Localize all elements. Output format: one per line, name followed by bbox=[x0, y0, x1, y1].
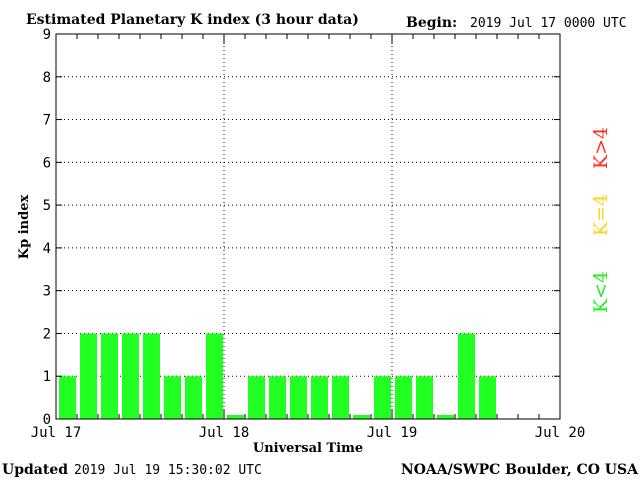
kp-bar bbox=[311, 376, 328, 419]
legend-k-above-4: K>4 bbox=[590, 127, 612, 169]
kp-bar bbox=[437, 415, 454, 419]
x-tick-label: Jul 17 bbox=[31, 425, 82, 441]
begin-label: Begin: bbox=[406, 15, 457, 31]
y-tick-label: 3 bbox=[43, 284, 51, 300]
kp-bar bbox=[206, 333, 223, 419]
kp-bar bbox=[80, 333, 97, 419]
kp-bar bbox=[164, 376, 181, 419]
kp-bar bbox=[374, 376, 391, 419]
x-tick-label: Jul 18 bbox=[199, 425, 250, 441]
chart-title: Estimated Planetary K index (3 hour data… bbox=[26, 12, 359, 28]
kp-bar bbox=[353, 415, 370, 419]
bars-group bbox=[59, 333, 496, 419]
y-tick-label: 1 bbox=[43, 369, 51, 385]
y-tick-labels: 0 1 2 3 4 5 6 7 8 9 bbox=[43, 27, 51, 428]
kp-bar bbox=[227, 415, 244, 419]
kp-bar bbox=[122, 333, 139, 419]
kp-bar bbox=[416, 376, 433, 419]
updated-label: Updated bbox=[2, 462, 68, 478]
y-axis-label: Kp index bbox=[17, 195, 32, 260]
y-tick-label: 0 bbox=[43, 412, 51, 428]
y-tick-label: 5 bbox=[43, 198, 51, 214]
kp-bar bbox=[395, 376, 412, 419]
kp-bar bbox=[479, 376, 496, 419]
x-axis-label: Universal Time bbox=[253, 441, 363, 456]
kp-bar bbox=[269, 376, 286, 419]
grid-lines bbox=[56, 34, 560, 419]
kp-bar bbox=[143, 333, 160, 419]
x-tick-label: Jul 19 bbox=[367, 425, 418, 441]
x-tick-labels: Jul 17 Jul 18 Jul 19 Jul 20 bbox=[31, 425, 586, 441]
y-tick-label: 2 bbox=[43, 326, 51, 342]
updated-value: 2019 Jul 19 15:30:02 UTC bbox=[74, 463, 262, 478]
y-tick-label: 8 bbox=[43, 70, 51, 86]
y-tick-label: 7 bbox=[43, 113, 51, 129]
kp-bar bbox=[185, 376, 202, 419]
kp-bar bbox=[458, 333, 475, 419]
axis-ticks bbox=[56, 33, 560, 420]
x-tick-label: Jul 20 bbox=[535, 425, 586, 441]
y-tick-label: 9 bbox=[43, 27, 51, 43]
kp-bar bbox=[59, 376, 76, 419]
kp-bar bbox=[332, 376, 349, 419]
source-credit: NOAA/SWPC Boulder, CO USA bbox=[401, 462, 639, 478]
y-tick-label: 6 bbox=[43, 155, 51, 171]
legend-k-below-4: K<4 bbox=[590, 271, 612, 313]
kp-bar bbox=[101, 333, 118, 419]
legend-k-equal-4: K=4 bbox=[590, 194, 612, 236]
y-tick-label: 4 bbox=[43, 241, 51, 257]
kp-bar bbox=[248, 376, 265, 419]
begin-value: 2019 Jul 17 0000 UTC bbox=[470, 16, 627, 31]
kp-bar bbox=[290, 376, 307, 419]
